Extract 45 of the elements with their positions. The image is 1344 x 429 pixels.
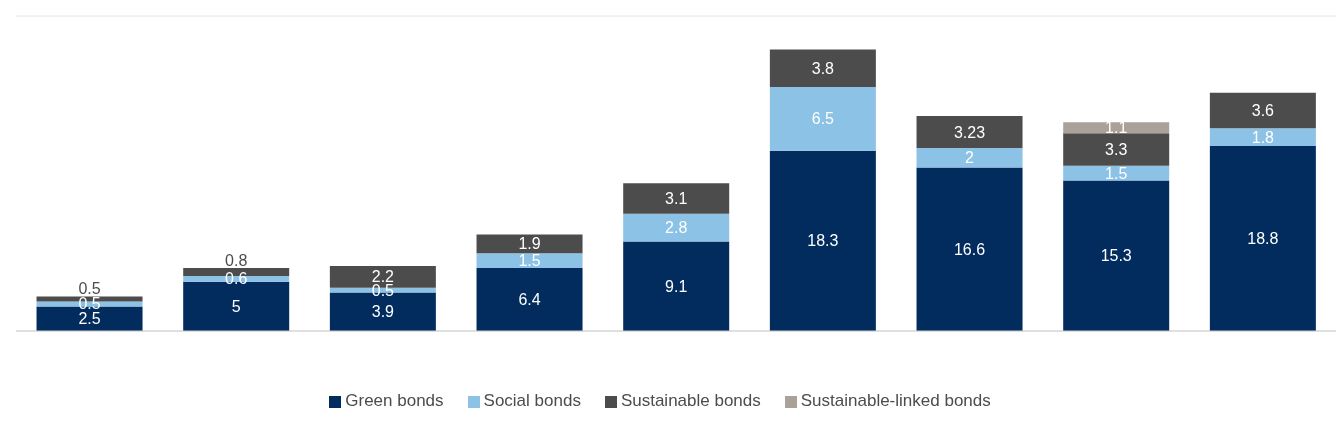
- data-label: 1.5: [1105, 164, 1128, 182]
- bar: [1063, 122, 1170, 134]
- data-label: 16.6: [953, 240, 986, 258]
- data-label: 3.9: [371, 303, 395, 321]
- data-label: 18.3: [807, 232, 839, 250]
- bar: [769, 86, 876, 151]
- data-label: 1.9: [518, 235, 541, 253]
- bar: [769, 49, 876, 87]
- data-label: 2.8: [665, 219, 688, 237]
- data-label: 6.4: [518, 291, 541, 308]
- data-label: 1.8: [1251, 128, 1275, 146]
- legend-label: Social bonds: [483, 391, 581, 410]
- bar: [1209, 128, 1316, 146]
- bar: [623, 213, 730, 242]
- data-label: 0.8: [225, 251, 248, 269]
- bar: [623, 241, 730, 331]
- data-label: 3.1: [665, 190, 688, 208]
- data-label: 18.8: [1247, 229, 1279, 247]
- data-label: 3.6: [1251, 102, 1275, 119]
- bar: [476, 268, 583, 331]
- data-label: 5: [231, 297, 241, 315]
- bar: [1209, 92, 1316, 129]
- data-label: 2: [965, 149, 975, 167]
- legend-label: Sustainable-linked bonds: [800, 391, 991, 410]
- bar: [769, 150, 876, 331]
- bar: [476, 234, 583, 254]
- legend-label: Sustainable bonds: [620, 391, 761, 410]
- data-label: 15.3: [1100, 247, 1132, 265]
- bar: [1063, 133, 1170, 166]
- data-label: 3.3: [1105, 140, 1128, 158]
- data-label: 1.5: [518, 252, 541, 270]
- data-label: 9.1: [665, 277, 688, 295]
- data-label: 3.23: [953, 123, 986, 141]
- bar: [476, 253, 583, 268]
- bar: [916, 116, 1023, 148]
- data-label: 2.5: [78, 310, 101, 328]
- legend-label: Green bonds: [345, 391, 444, 410]
- data-label: 0.5: [78, 280, 101, 298]
- data-label: 6.5: [811, 110, 835, 128]
- bar: [623, 183, 730, 214]
- bar: [916, 167, 1023, 331]
- bar: [1063, 180, 1170, 331]
- data-label: 3.8: [811, 59, 835, 77]
- bar: [916, 147, 1023, 168]
- bar: [1209, 145, 1316, 331]
